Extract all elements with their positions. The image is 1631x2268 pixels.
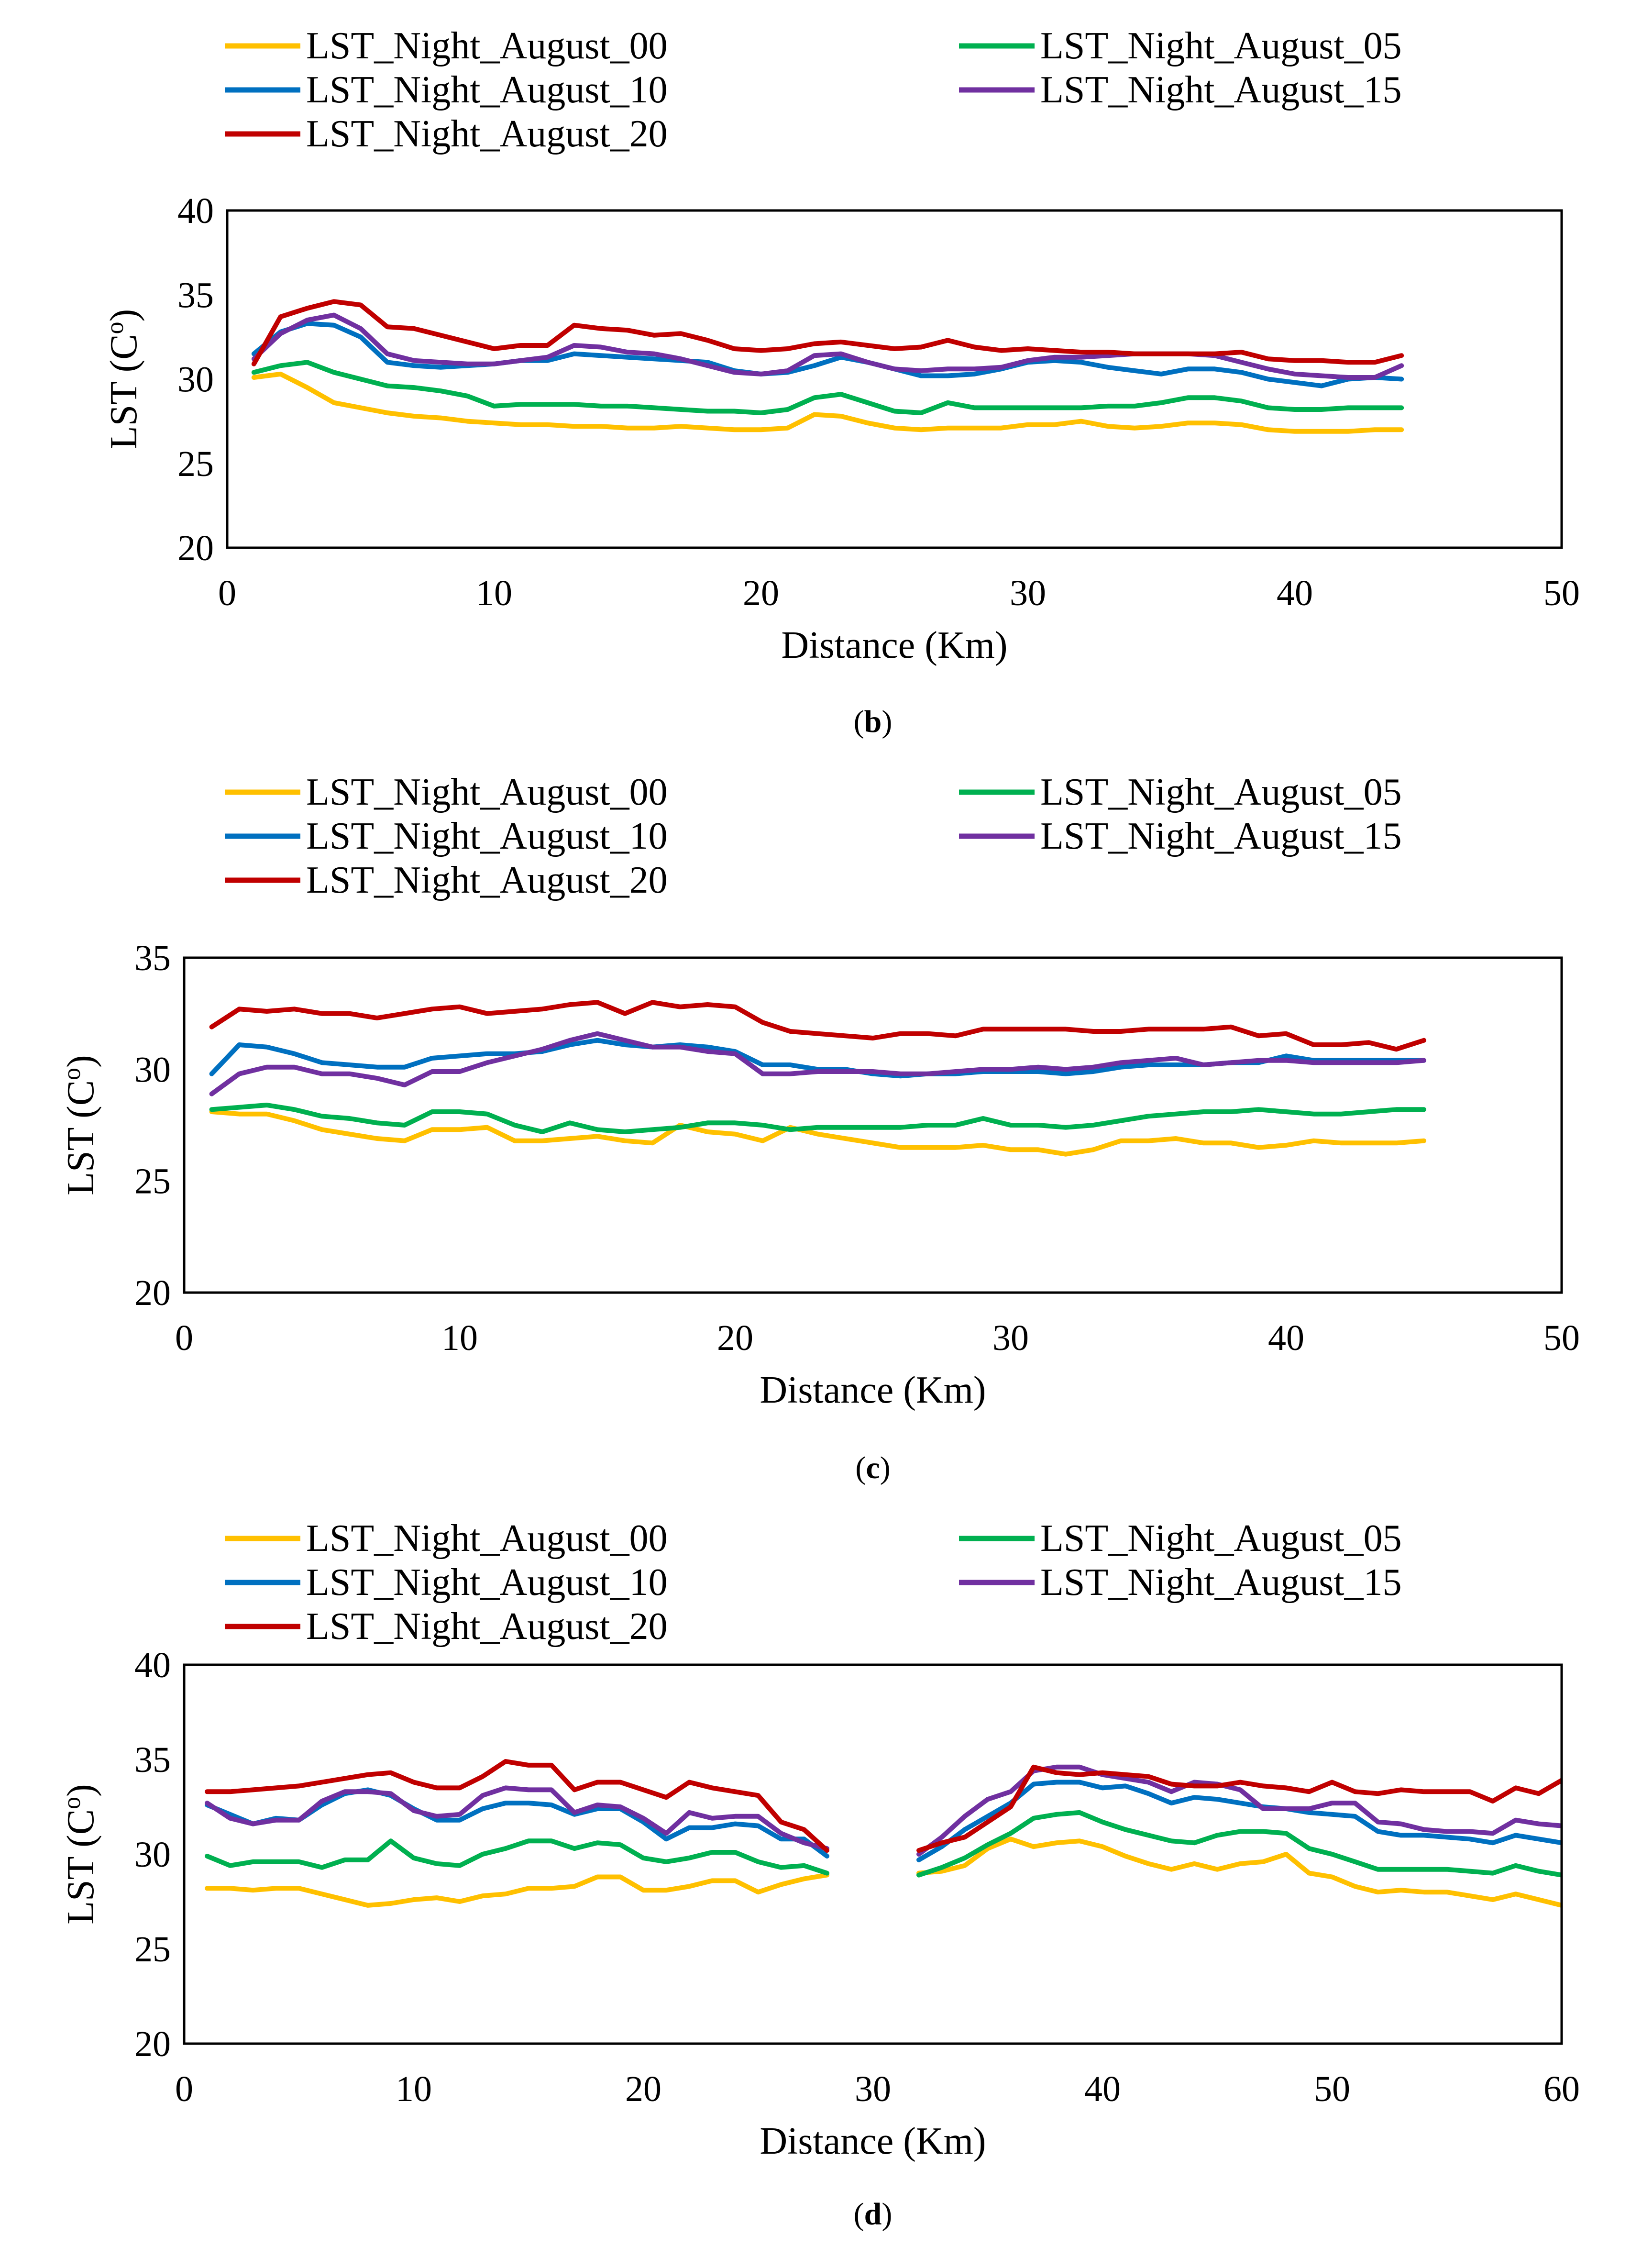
legend-label: LST_Night_August_00 [306, 1517, 668, 1560]
panel-c: LST_Night_August_00 LST_Night_August_05LS… [58, 771, 1580, 1485]
x-axis-label: Distance (Km) [760, 1369, 986, 1411]
y-tick-label: 30 [177, 360, 214, 400]
x-tick-label: 30 [1010, 573, 1046, 613]
panel-d: LST_Night_August_00 LST_Night_August_05LS… [58, 1517, 1580, 2232]
y-tick-label: 35 [134, 1740, 171, 1780]
legend-label: LST_Night_August_10 [306, 815, 668, 857]
series-line-LST_Night_August_05 [205, 1810, 1562, 1878]
plot-frame [183, 956, 1563, 1294]
panel-caption: (b) [854, 704, 893, 739]
legend-label: LST_Night_August_20 [306, 859, 668, 901]
series-line-LST_Night_August_20 [205, 1759, 1562, 1853]
series-line-LST_Night_August_10 [251, 321, 1404, 388]
x-tick-label: 30 [992, 1318, 1029, 1358]
series-line-LST_Night_August_20 [251, 299, 1404, 366]
legend-label: LST_Night_August_15 [1040, 69, 1402, 111]
panel-caption: (d) [854, 2197, 893, 2232]
x-tick-label: 50 [1543, 1318, 1580, 1358]
y-tick-label: 25 [134, 1929, 171, 1969]
series-line-LST_Night_August_05 [209, 1103, 1426, 1134]
x-tick-label: 10 [441, 1318, 478, 1358]
series-line-LST_Night_August_20 [209, 1000, 1426, 1052]
panel-caption: (c) [855, 1450, 890, 1485]
legend-label: LST_Night_August_20 [306, 1605, 668, 1648]
y-tick-label: 30 [134, 1835, 171, 1875]
series-line-LST_Night_August_05 [251, 360, 1404, 415]
legend-label: LST_Night_August_20 [306, 113, 668, 155]
y-tick-label: 35 [177, 275, 214, 315]
plot-frame [226, 209, 1563, 549]
x-tick-label: 40 [1084, 2069, 1121, 2109]
legend-label: LST_Night_August_10 [306, 69, 668, 111]
series-line-LST_Night_August_00 [251, 371, 1404, 434]
x-tick-label: 60 [1543, 2069, 1580, 2109]
x-tick-label: 10 [396, 2069, 432, 2109]
x-tick-label: 0 [175, 1318, 193, 1358]
legend-label: LST_Night_August_15 [1040, 1561, 1402, 1604]
x-tick-label: 20 [625, 2069, 661, 2109]
y-tick-label: 40 [134, 1645, 171, 1685]
y-tick-label: 30 [134, 1050, 171, 1090]
y-tick-label: 40 [177, 191, 214, 231]
series-line-LST_Night_August_00 [209, 1109, 1426, 1157]
y-tick-label: 35 [134, 938, 171, 978]
legend-label: LST_Night_August_05 [1040, 1517, 1402, 1560]
legend-label: LST_Night_August_10 [306, 1561, 668, 1604]
y-tick-label: 25 [177, 444, 214, 484]
x-tick-label: 40 [1268, 1318, 1304, 1358]
legend-label: LST_Night_August_05 [1040, 25, 1402, 67]
legend-label: LST_Night_August_00 [306, 25, 668, 67]
x-tick-label: 50 [1543, 573, 1580, 613]
legend-label: LST_Night_August_05 [1040, 771, 1402, 813]
x-tick-label: 50 [1314, 2069, 1350, 2109]
series-line-LST_Night_August_15 [209, 1031, 1426, 1096]
x-tick-label: 10 [476, 573, 512, 613]
series-line-LST_Night_August_00 [205, 1837, 1562, 1908]
x-tick-label: 40 [1277, 573, 1313, 613]
y-tick-label: 25 [134, 1162, 171, 1202]
y-axis-label: LST (Co) [101, 309, 145, 449]
x-axis-label: Distance (Km) [760, 2120, 986, 2162]
y-tick-label: 20 [134, 2024, 171, 2064]
x-tick-label: 0 [175, 2069, 193, 2109]
y-tick-label: 20 [134, 1273, 171, 1313]
y-tick-label: 20 [177, 528, 214, 568]
x-axis-label: Distance (Km) [781, 624, 1007, 666]
y-axis-label: LST (Co) [58, 1784, 102, 1924]
x-tick-label: 30 [855, 2069, 891, 2109]
x-tick-label: 0 [218, 573, 236, 613]
legend-label: LST_Night_August_15 [1040, 815, 1402, 857]
panel-b: LST_Night_August_00 LST_Night_August_05LS… [101, 25, 1580, 739]
legend-label: LST_Night_August_00 [306, 771, 668, 813]
plot-frame [183, 1663, 1563, 2045]
x-tick-label: 20 [717, 1318, 753, 1358]
y-axis-label: LST (Co) [58, 1055, 102, 1195]
x-tick-label: 20 [743, 573, 779, 613]
